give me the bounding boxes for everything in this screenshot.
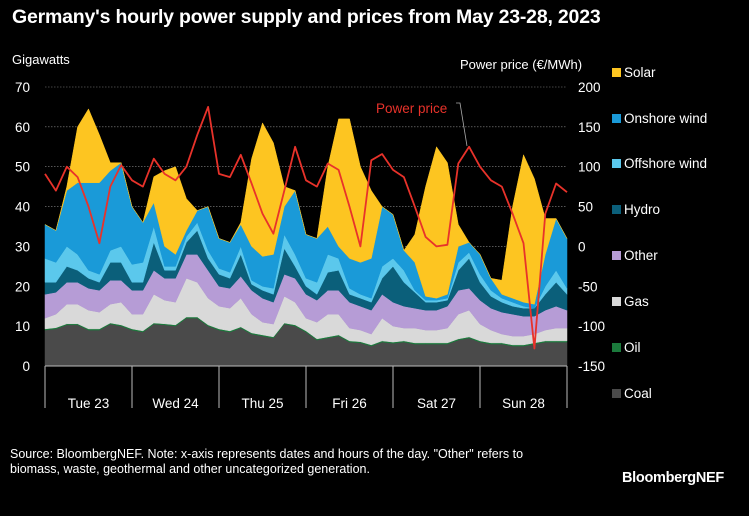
legend-label: Hydro	[624, 202, 661, 217]
legend-item-coal: Coal	[612, 386, 652, 401]
right-y-tick-label: -150	[578, 359, 605, 374]
legend-label: Onshore wind	[624, 111, 708, 126]
legend-item-offshore-wind: Offshore wind	[612, 156, 707, 171]
chart-title: Germany's hourly power supply and prices…	[12, 6, 601, 28]
left-y-tick-label: 30	[15, 239, 30, 254]
legend-swatch	[612, 389, 621, 398]
legend-item-onshore-wind: Onshore wind	[612, 111, 707, 126]
right-y-tick-label: -50	[578, 279, 598, 294]
annotation-leader-line	[456, 102, 468, 147]
left-y-tick-label: 70	[15, 80, 30, 95]
left-axis-label: Gigawatts	[12, 52, 70, 67]
left-y-tick-label: 60	[15, 120, 30, 135]
legend-swatch	[612, 114, 621, 123]
right-y-tick-label: 150	[578, 120, 601, 135]
left-y-tick-label: 10	[15, 319, 30, 334]
source-note: Source: BloombergNEF. Note: x-axis repre…	[10, 447, 524, 476]
right-y-tick-label: -100	[578, 319, 605, 334]
x-tick-label: Wed 24	[152, 396, 199, 411]
legend-item-solar: Solar	[612, 65, 656, 80]
legend-item-other: Other	[612, 248, 658, 263]
x-tick-label: Tue 23	[68, 396, 110, 411]
area-solar	[44, 108, 568, 305]
x-tick-label: Fri 26	[332, 396, 367, 411]
legend-swatch	[612, 159, 621, 168]
x-tick-label: Thu 25	[241, 396, 283, 411]
legend-swatch	[612, 68, 621, 77]
annotation-label: Power price	[376, 101, 447, 116]
right-y-tick-label: 200	[578, 80, 601, 95]
x-tick-label: Sun 28	[502, 396, 545, 411]
legend-label: Coal	[624, 386, 652, 401]
legend-label: Oil	[624, 340, 641, 355]
legend-label: Solar	[624, 65, 656, 80]
brand-logo: BloombergNEF	[622, 470, 724, 486]
left-y-tick-label: 40	[15, 200, 30, 215]
left-y-tick-label: 0	[22, 359, 30, 374]
legend-label: Offshore wind	[624, 156, 708, 171]
left-y-tick-label: 50	[15, 160, 30, 175]
price-line	[44, 106, 568, 350]
legend-swatch	[612, 205, 621, 214]
legend-label: Gas	[624, 294, 649, 309]
legend-swatch	[612, 343, 621, 352]
legend-item-hydro: Hydro	[612, 202, 660, 217]
right-y-tick-label: 50	[578, 200, 593, 215]
legend-item-oil: Oil	[612, 340, 641, 355]
right-y-tick-label: 100	[578, 160, 601, 175]
x-tick-label: Sat 27	[417, 396, 456, 411]
legend-swatch	[612, 251, 621, 260]
legend-swatch	[612, 297, 621, 306]
legend-item-gas: Gas	[612, 294, 649, 309]
left-y-tick-label: 20	[15, 279, 30, 294]
legend-label: Other	[624, 248, 658, 263]
right-axis-label: Power price (€/MWh)	[460, 57, 583, 72]
right-y-tick-label: 0	[578, 239, 586, 254]
